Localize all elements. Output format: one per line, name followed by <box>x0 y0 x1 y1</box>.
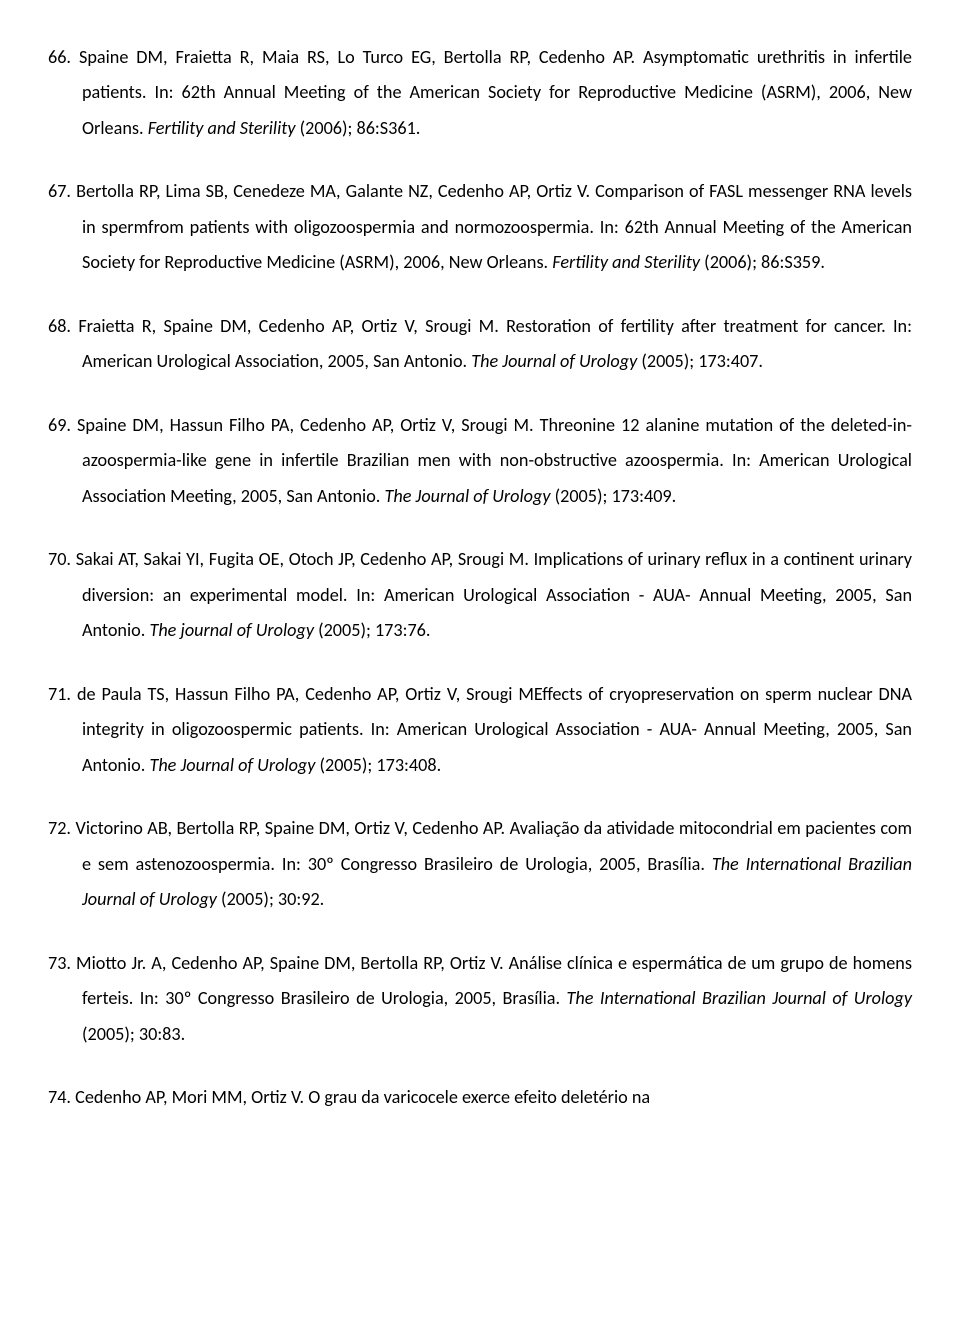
ref-in: In: 30º Congresso Brasileiro de Urologia… <box>282 853 705 875</box>
ref-number: 71. <box>48 683 71 705</box>
ref-authors: Sakai AT, Sakai YI, Fugita OE, Otoch JP,… <box>76 548 529 570</box>
ref-authors: Cedenho AP, Mori MM, Ortiz V. <box>75 1086 304 1108</box>
ref-citation: (2006); 86:S359. <box>700 251 825 273</box>
ref-citation: (2005); 173:409. <box>550 485 676 507</box>
ref-journal: The International Brazilian Journal of U… <box>567 987 912 1009</box>
reference-item: 67. Bertolla RP, Lima SB, Cenedeze MA, G… <box>48 174 912 280</box>
ref-number: 74. <box>48 1086 71 1108</box>
ref-journal: The Journal of Urology <box>385 485 551 507</box>
reference-item: 73. Miotto Jr. A, Cedenho AP, Spaine DM,… <box>48 946 912 1052</box>
ref-number: 69. <box>48 414 71 436</box>
ref-authors: de Paula TS, Hassun Filho PA, Cedenho AP… <box>77 683 534 705</box>
ref-citation: (2005); 173:408. <box>315 754 441 776</box>
ref-authors: Fraietta R, Spaine DM, Cedenho AP, Ortiz… <box>78 315 499 337</box>
ref-journal: The Journal of Urology <box>149 754 315 776</box>
ref-journal: The Journal of Urology <box>471 350 637 372</box>
ref-citation: (2006); 86:S361. <box>296 117 421 139</box>
ref-citation: (2005); 173:76. <box>314 619 431 641</box>
ref-title: O grau da varicocele exerce efeito delet… <box>308 1086 650 1108</box>
ref-number: 73. <box>48 952 71 974</box>
reference-item: 72. Victorino AB, Bertolla RP, Spaine DM… <box>48 811 912 917</box>
reference-item: 70. Sakai AT, Sakai YI, Fugita OE, Otoch… <box>48 542 912 648</box>
ref-authors: Bertolla RP, Lima SB, Cenedeze MA, Galan… <box>76 180 590 202</box>
ref-number: 70. <box>48 548 71 570</box>
ref-authors: Spaine DM, Fraietta R, Maia RS, Lo Turco… <box>79 46 635 68</box>
ref-citation: (2005); 173:407. <box>637 350 763 372</box>
reference-item: 68. Fraietta R, Spaine DM, Cedenho AP, O… <box>48 309 912 380</box>
ref-number: 66. <box>48 46 71 68</box>
ref-number: 68. <box>48 315 71 337</box>
ref-journal: Fertility and Sterility <box>552 251 700 273</box>
ref-number: 67. <box>48 180 71 202</box>
ref-in: In: 30º Congresso Brasileiro de Urologia… <box>140 987 560 1009</box>
ref-citation: (2005); 30:83. <box>82 1023 185 1045</box>
reference-item: 66. Spaine DM, Fraietta R, Maia RS, Lo T… <box>48 40 912 146</box>
reference-item: 69. Spaine DM, Hassun Filho PA, Cedenho … <box>48 408 912 514</box>
ref-title: Restoration of fertility after treatment… <box>506 315 886 337</box>
ref-authors: Spaine DM, Hassun Filho PA, Cedenho AP, … <box>77 414 534 436</box>
ref-authors: Victorino AB, Bertolla RP, Spaine DM, Or… <box>76 817 506 839</box>
ref-number: 72. <box>48 817 71 839</box>
ref-authors: Miotto Jr. A, Cedenho AP, Spaine DM, Ber… <box>76 952 504 974</box>
reference-item: 71. de Paula TS, Hassun Filho PA, Cedenh… <box>48 677 912 783</box>
ref-journal: Fertility and Sterility <box>148 117 296 139</box>
reference-item: 74. Cedenho AP, Mori MM, Ortiz V. O grau… <box>48 1080 912 1115</box>
ref-journal: The journal of Urology <box>149 619 314 641</box>
reference-list: 66. Spaine DM, Fraietta R, Maia RS, Lo T… <box>48 40 912 1116</box>
ref-citation: (2005); 30:92. <box>217 888 324 910</box>
